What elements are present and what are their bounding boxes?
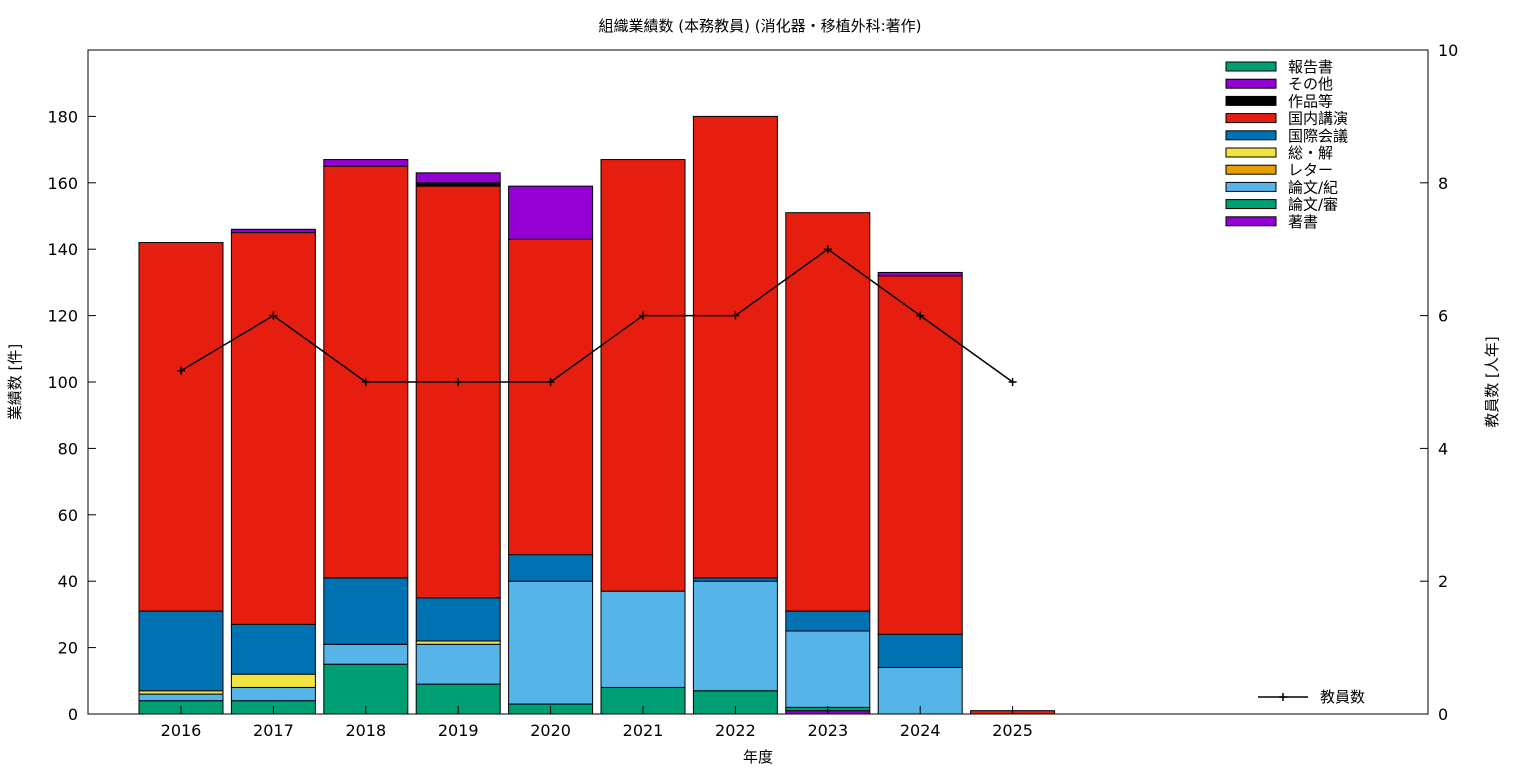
legend-swatch [1225, 164, 1277, 175]
x-tick-label: 2025 [992, 721, 1033, 740]
legend-label: レター [1288, 161, 1333, 179]
bar-segment-2021-6 [600, 159, 686, 592]
y-tick-label: 160 [47, 174, 78, 193]
teacher-count-point-2017 [269, 311, 278, 320]
y-tick-label: 180 [47, 107, 78, 126]
teacher-count-point-2020 [546, 378, 555, 386]
legend-swatch [1225, 61, 1277, 72]
bar-segment-2020-6 [508, 238, 594, 556]
y2-tick-label: 4 [1438, 439, 1448, 458]
bar-segment-2020-5 [508, 554, 594, 582]
bar-segment-2019-8 [415, 172, 501, 184]
legend-label: 国際会議 [1288, 127, 1348, 145]
x-tick-label: 2024 [900, 721, 941, 740]
bar-segment-2023-5 [785, 610, 871, 632]
legend-label: 論文/紀 [1288, 178, 1338, 196]
y2-tick-label: 6 [1438, 307, 1448, 326]
bar-segment-2022-2 [692, 580, 778, 692]
legend-label: 総・解 [1288, 144, 1333, 162]
x-tick-label: 2018 [345, 721, 386, 740]
line-layer [177, 245, 1017, 386]
x-tick-label: 2019 [438, 721, 479, 740]
bar-segment-2018-2 [323, 643, 409, 665]
chart-title: 組織業績数 (本務教員) (消化器・移植外科:著作) [598, 17, 921, 35]
bars-layer [138, 115, 1056, 715]
y-tick-label: 80 [58, 439, 78, 458]
y2-tick-label: 8 [1438, 174, 1448, 193]
teacher-count-point-2022 [731, 311, 740, 320]
x-tick-label: 2016 [161, 721, 202, 740]
bar-segment-2017-6 [230, 232, 316, 625]
teacher-count-line [180, 248, 1014, 383]
legend-label: 著書 [1288, 213, 1318, 231]
bar-segment-2016-6 [138, 242, 224, 612]
legend-line-marker [1279, 693, 1287, 701]
teacher-count-point-2016 [177, 366, 185, 375]
bar-segment-2018-8 [323, 159, 409, 167]
y2-axis-label: 教員数 [人年] [1483, 336, 1501, 427]
legend-line-label: 教員数 [1320, 688, 1365, 706]
bar-segment-2024-6 [877, 275, 963, 635]
legend-label: 論文/審 [1288, 196, 1338, 214]
y2-tick-label: 0 [1438, 705, 1448, 724]
bar-segment-2023-2 [785, 630, 871, 708]
legend-swatch [1225, 181, 1277, 192]
legend-swatch [1225, 199, 1277, 210]
bar-segment-2024-5 [877, 633, 963, 669]
bar-segment-2018-1 [323, 663, 409, 715]
y-tick-label: 140 [47, 240, 78, 259]
axis-layer: 0 20 40 60 80 100 120 140 160 180 0 2 4 6 8 10 2016 2017 2… [47, 41, 1458, 740]
bar-segment-2016-2 [138, 693, 224, 702]
y2-tick-label: 2 [1438, 572, 1448, 591]
bar-segment-2016-5 [138, 610, 224, 692]
y-tick-label: 40 [58, 572, 78, 591]
bar-segment-2019-5 [415, 597, 501, 642]
y-tick-label: 120 [47, 307, 78, 326]
legend-label: その他 [1288, 75, 1333, 93]
y-tick-label: 0 [68, 705, 78, 724]
teacher-count-point-2023 [823, 245, 832, 254]
y2-tick-label: 10 [1438, 41, 1458, 60]
legend-label: 国内講演 [1288, 110, 1348, 128]
y-axis-label: 業績数 [件] [6, 344, 24, 420]
legend-label: 報告書 [1288, 58, 1333, 76]
teacher-count-point-2025 [1008, 378, 1017, 386]
bar-segment-2017-5 [230, 623, 316, 675]
bar-segment-2017-4 [230, 673, 316, 688]
legend-swatch [1225, 147, 1277, 158]
x-tick-label: 2022 [715, 721, 756, 740]
x-tick-label: 2021 [623, 721, 664, 740]
bar-segment-2019-2 [415, 643, 501, 685]
bar-segment-2019-6 [415, 185, 501, 599]
bar-segment-2017-2 [230, 686, 316, 702]
teacher-count-point-2018 [361, 378, 370, 386]
x-tick-label: 2020 [530, 721, 571, 740]
teacher-count-point-2021 [639, 311, 647, 320]
x-tick-label: 2017 [253, 721, 294, 740]
legend-swatch [1225, 113, 1277, 124]
y-tick-label: 20 [58, 639, 78, 658]
bar-segment-2022-6 [692, 115, 778, 579]
bar-segment-2020-8 [508, 185, 594, 240]
y-tick-label: 60 [58, 506, 78, 525]
legend-swatch [1225, 216, 1277, 227]
bar-segment-2020-2 [508, 580, 594, 705]
teacher-count-point-2019 [454, 378, 463, 386]
bar-segment-2021-2 [600, 590, 686, 688]
bar-segment-2024-8 [877, 271, 963, 277]
y-tick-label: 100 [47, 373, 78, 392]
legend-swatch [1225, 130, 1277, 141]
x-tick-label: 2023 [807, 721, 848, 740]
legend-swatch [1225, 95, 1277, 106]
bar-segment-2023-6 [785, 212, 871, 612]
bar-segment-2017-8 [230, 228, 316, 234]
x-axis-label: 年度 [743, 748, 773, 766]
bar-segment-2018-6 [323, 165, 409, 579]
teacher-count-point-2024 [916, 311, 925, 320]
bar-segment-2018-5 [323, 577, 409, 645]
legend-label: 作品等 [1288, 92, 1333, 110]
legend-swatch [1225, 78, 1277, 89]
